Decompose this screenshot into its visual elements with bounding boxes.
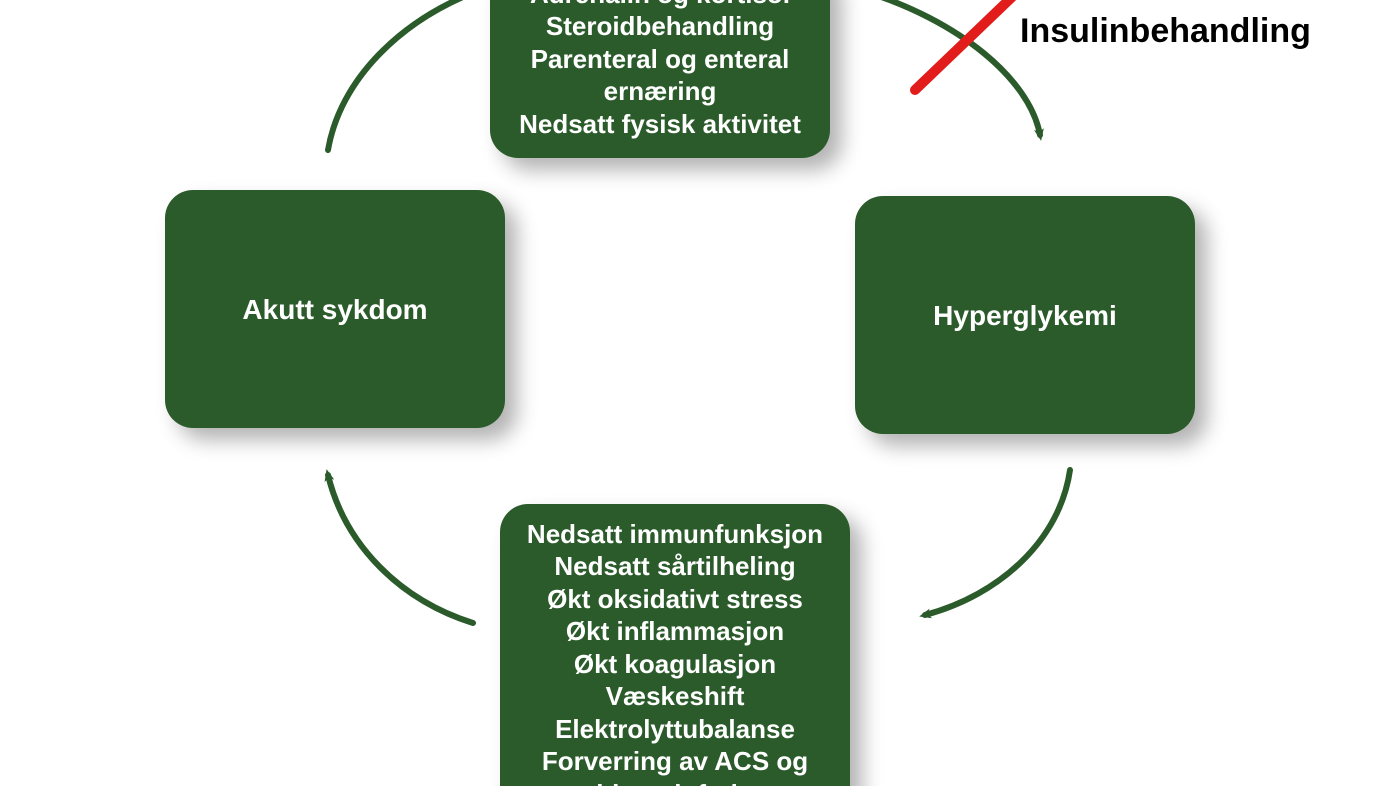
node-text-line: Hyperglykemi bbox=[933, 298, 1117, 333]
node-text-line: Økt oksidativt stress bbox=[547, 583, 803, 616]
node-text-line: Nedsatt fysisk aktivitet bbox=[519, 108, 801, 141]
node-text-line: Nedsatt immunfunksjon bbox=[527, 518, 823, 551]
arrow-top-to-right bbox=[860, 0, 1040, 135]
node-text-line: Steroidbehandling bbox=[546, 10, 774, 43]
node-bottom-effects: Nedsatt immunfunksjonNedsatt sårtilhelin… bbox=[500, 504, 850, 786]
node-left-acute-illness: Akutt sykdom bbox=[165, 190, 505, 428]
label-insulin-treatment: Insulinbehandling bbox=[1020, 12, 1311, 51]
node-text-line: Nedsatt sårtilheling bbox=[554, 550, 795, 583]
strike-line bbox=[915, 0, 1035, 90]
node-text-line: Adrenalin og kortisol bbox=[530, 0, 790, 10]
node-top-causes: Adrenalin og kortisolSteroidbehandlingPa… bbox=[490, 0, 830, 158]
node-right-hyperglycemia: Hyperglykemi bbox=[855, 196, 1195, 434]
arrow-right-to-bottom bbox=[925, 470, 1070, 615]
node-text-line: Væskeshift bbox=[606, 680, 745, 713]
arrow-left-to-top bbox=[328, 0, 480, 150]
arrow-bottom-to-left bbox=[328, 475, 473, 623]
node-text-line: ernæring bbox=[604, 75, 717, 108]
node-text-line: Økt inflammasjon bbox=[566, 615, 784, 648]
node-text-line: Akutt sykdom bbox=[242, 292, 427, 327]
node-text-line: Elektrolyttubalanse bbox=[555, 713, 795, 746]
node-text-line: Forverring av ACS og bbox=[542, 745, 808, 778]
node-text-line: Parenteral og enteral bbox=[531, 43, 790, 76]
node-text-line: hjerneinfarkt bbox=[596, 778, 754, 786]
node-text-line: Økt koagulasjon bbox=[574, 648, 776, 681]
